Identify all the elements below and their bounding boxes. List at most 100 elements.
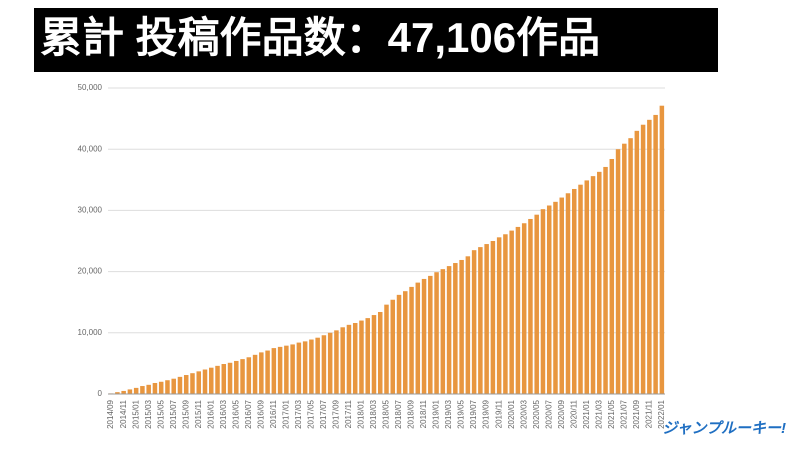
chart-title: 累計 投稿作品数：47,106作品 <box>40 14 600 61</box>
bar <box>133 387 139 394</box>
x-tick-label: 2018/11 <box>419 399 428 428</box>
y-tick-label: 40,000 <box>78 144 103 153</box>
bar <box>578 184 583 394</box>
bar <box>315 337 320 394</box>
bar <box>609 158 615 394</box>
x-tick-label: 2019/11 <box>494 399 503 428</box>
bar <box>352 323 358 394</box>
bar <box>158 381 164 394</box>
x-tick-label: 2016/01 <box>206 399 215 428</box>
x-tick-label: 2020/07 <box>544 399 553 428</box>
x-tick-label: 2014/09 <box>106 399 115 428</box>
bar <box>271 348 277 394</box>
x-tick-label: 2019/01 <box>432 399 441 428</box>
bar <box>384 304 389 394</box>
bar <box>622 143 627 394</box>
x-tick-label: 2021/09 <box>632 399 641 428</box>
bar <box>534 214 539 394</box>
bar <box>496 237 502 394</box>
x-tick-label: 2016/11 <box>269 399 278 428</box>
bar <box>571 188 577 394</box>
bar <box>478 247 483 394</box>
bar <box>302 341 308 394</box>
x-tick-label: 2015/07 <box>169 399 178 428</box>
bar <box>390 299 396 394</box>
bar <box>634 130 640 394</box>
bar <box>190 373 195 394</box>
bar <box>196 371 202 394</box>
bar <box>590 176 596 394</box>
title-box <box>34 8 718 72</box>
bar <box>171 378 176 394</box>
bar <box>127 389 133 394</box>
x-tick-label: 2017/07 <box>319 399 328 428</box>
bar <box>277 346 283 394</box>
x-tick-label: 2020/03 <box>519 399 528 428</box>
bar <box>647 119 652 394</box>
bar <box>202 369 208 394</box>
x-tick-label: 2019/09 <box>482 399 491 428</box>
y-tick-label: 10,000 <box>78 328 103 337</box>
x-tick-label: 2021/11 <box>644 399 653 428</box>
bar <box>434 272 439 394</box>
y-tick-label: 20,000 <box>78 267 103 276</box>
bar <box>334 330 339 394</box>
bar <box>215 365 220 394</box>
bar <box>259 352 264 394</box>
x-tick-label: 2016/03 <box>219 399 228 428</box>
bar <box>327 332 333 394</box>
y-tick-label: 0 <box>98 389 103 398</box>
x-tick-label: 2020/11 <box>569 399 578 428</box>
x-tick-label: 2018/05 <box>382 399 391 428</box>
x-tick-label: 2016/07 <box>244 399 253 428</box>
bar <box>240 359 245 394</box>
x-tick-label: 2014/11 <box>119 399 128 428</box>
bar <box>165 380 170 394</box>
logo: ジャンプルーキー! <box>662 420 786 437</box>
bar <box>421 278 427 394</box>
x-tick-label: 2019/03 <box>444 399 453 428</box>
bar <box>152 382 158 394</box>
bar <box>146 384 151 394</box>
x-tick-label: 2018/03 <box>369 399 378 428</box>
x-tick-label: 2017/11 <box>344 399 353 428</box>
bar <box>490 241 496 394</box>
x-tick-label: 2022/01 <box>657 399 666 428</box>
bar <box>659 105 665 395</box>
bar <box>221 364 227 394</box>
bar <box>640 124 646 394</box>
x-tick-label: 2020/01 <box>507 399 516 428</box>
x-tick-label: 2015/03 <box>144 399 153 428</box>
bar <box>446 266 452 394</box>
x-tick-label: 2015/11 <box>194 399 203 428</box>
bar <box>553 201 558 394</box>
bar <box>653 114 658 394</box>
bar <box>428 275 433 394</box>
bar <box>584 180 590 394</box>
bar <box>615 149 621 394</box>
bar <box>453 263 458 394</box>
x-tick-label: 2020/09 <box>557 399 566 428</box>
bar <box>471 250 477 394</box>
bar <box>415 282 421 394</box>
x-tick-label: 2017/05 <box>307 399 316 428</box>
bar <box>209 367 214 394</box>
bar <box>396 294 402 394</box>
bar <box>115 392 120 394</box>
bar <box>365 318 370 394</box>
y-tick-label: 30,000 <box>78 206 103 215</box>
bar <box>403 291 408 394</box>
bar <box>371 315 377 394</box>
bar <box>377 311 383 394</box>
x-tick-label: 2020/05 <box>532 399 541 428</box>
bar <box>628 138 633 394</box>
bar <box>597 171 602 394</box>
bar <box>284 345 289 394</box>
x-tick-label: 2019/07 <box>469 399 478 428</box>
x-tick-label: 2016/05 <box>231 399 240 428</box>
x-tick-label: 2017/09 <box>332 399 341 428</box>
bar <box>465 256 471 394</box>
bar <box>252 354 258 394</box>
bar <box>321 335 327 394</box>
